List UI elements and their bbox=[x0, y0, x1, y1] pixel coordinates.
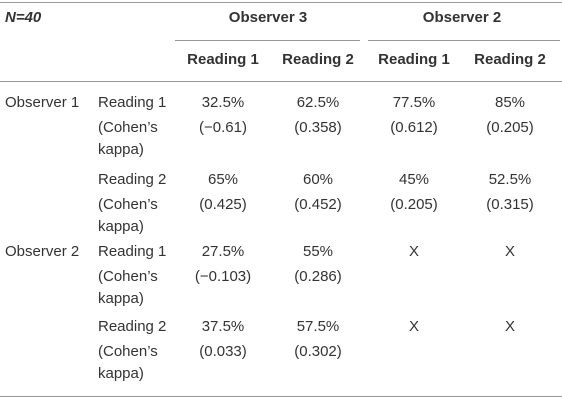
kappa-label: (Cohen’s kappa) bbox=[98, 343, 158, 382]
kappa-cell: (0.205) bbox=[486, 119, 534, 136]
agreement-cell: 52.5% bbox=[488, 171, 532, 188]
group-header: Observer 2 bbox=[422, 9, 502, 26]
rule bbox=[175, 40, 360, 41]
rule bbox=[0, 2, 562, 3]
group-header: Observer 3 bbox=[228, 9, 308, 26]
kappa-cell: (0.033) bbox=[199, 343, 247, 360]
kappa-cell: (0.452) bbox=[294, 196, 342, 213]
reading-label: Reading 1 bbox=[98, 243, 167, 260]
agreement-cell: 55% bbox=[302, 243, 334, 260]
n-label: N=40 bbox=[5, 9, 42, 26]
kappa-cell: (0.205) bbox=[390, 196, 438, 213]
agreement-cell: 45% bbox=[398, 171, 430, 188]
kappa-cell: (0.315) bbox=[486, 196, 534, 213]
agreement-cell: X bbox=[504, 243, 515, 260]
agreement-cell: 37.5% bbox=[201, 318, 245, 335]
kappa-label: (Cohen’s kappa) bbox=[98, 268, 158, 307]
kappa-cell: (−0.61) bbox=[199, 119, 247, 136]
agreement-cell: 65% bbox=[207, 171, 239, 188]
kappa-cell: (0.425) bbox=[199, 196, 247, 213]
rule bbox=[0, 396, 562, 397]
agreement-cell: X bbox=[504, 318, 515, 335]
reading-label: Reading 1 bbox=[98, 94, 167, 111]
observer-label: Observer 1 bbox=[5, 94, 80, 111]
kappa-label: (Cohen’s kappa) bbox=[98, 196, 158, 235]
agreement-cell: 27.5% bbox=[201, 243, 245, 260]
agreement-cell: 57.5% bbox=[296, 318, 340, 335]
kappa-cell: (0.358) bbox=[294, 119, 342, 136]
column-header: Reading 1 bbox=[378, 51, 450, 68]
agreement-cell: X bbox=[408, 243, 419, 260]
agreement-cell: 62.5% bbox=[296, 94, 340, 111]
agreement-cell: 77.5% bbox=[392, 94, 436, 111]
column-header: Reading 1 bbox=[187, 51, 259, 68]
agreement-cell: 85% bbox=[494, 94, 526, 111]
kappa-label: (Cohen’s kappa) bbox=[98, 119, 158, 158]
agreement-cell: X bbox=[408, 318, 419, 335]
reading-label: Reading 2 bbox=[98, 171, 167, 188]
column-header: Reading 2 bbox=[282, 51, 354, 68]
kappa-cell: (0.286) bbox=[294, 268, 342, 285]
column-header: Reading 2 bbox=[474, 51, 546, 68]
kappa-cell: (−0.103) bbox=[194, 268, 252, 285]
reading-label: Reading 2 bbox=[98, 318, 167, 335]
kappa-cell: (0.302) bbox=[294, 343, 342, 360]
kappa-cell: (0.612) bbox=[390, 119, 438, 136]
observer-label: Observer 2 bbox=[5, 243, 80, 260]
agreement-cell: 60% bbox=[302, 171, 334, 188]
rule bbox=[368, 40, 560, 41]
agreement-cell: 32.5% bbox=[201, 94, 245, 111]
rule bbox=[0, 81, 562, 82]
